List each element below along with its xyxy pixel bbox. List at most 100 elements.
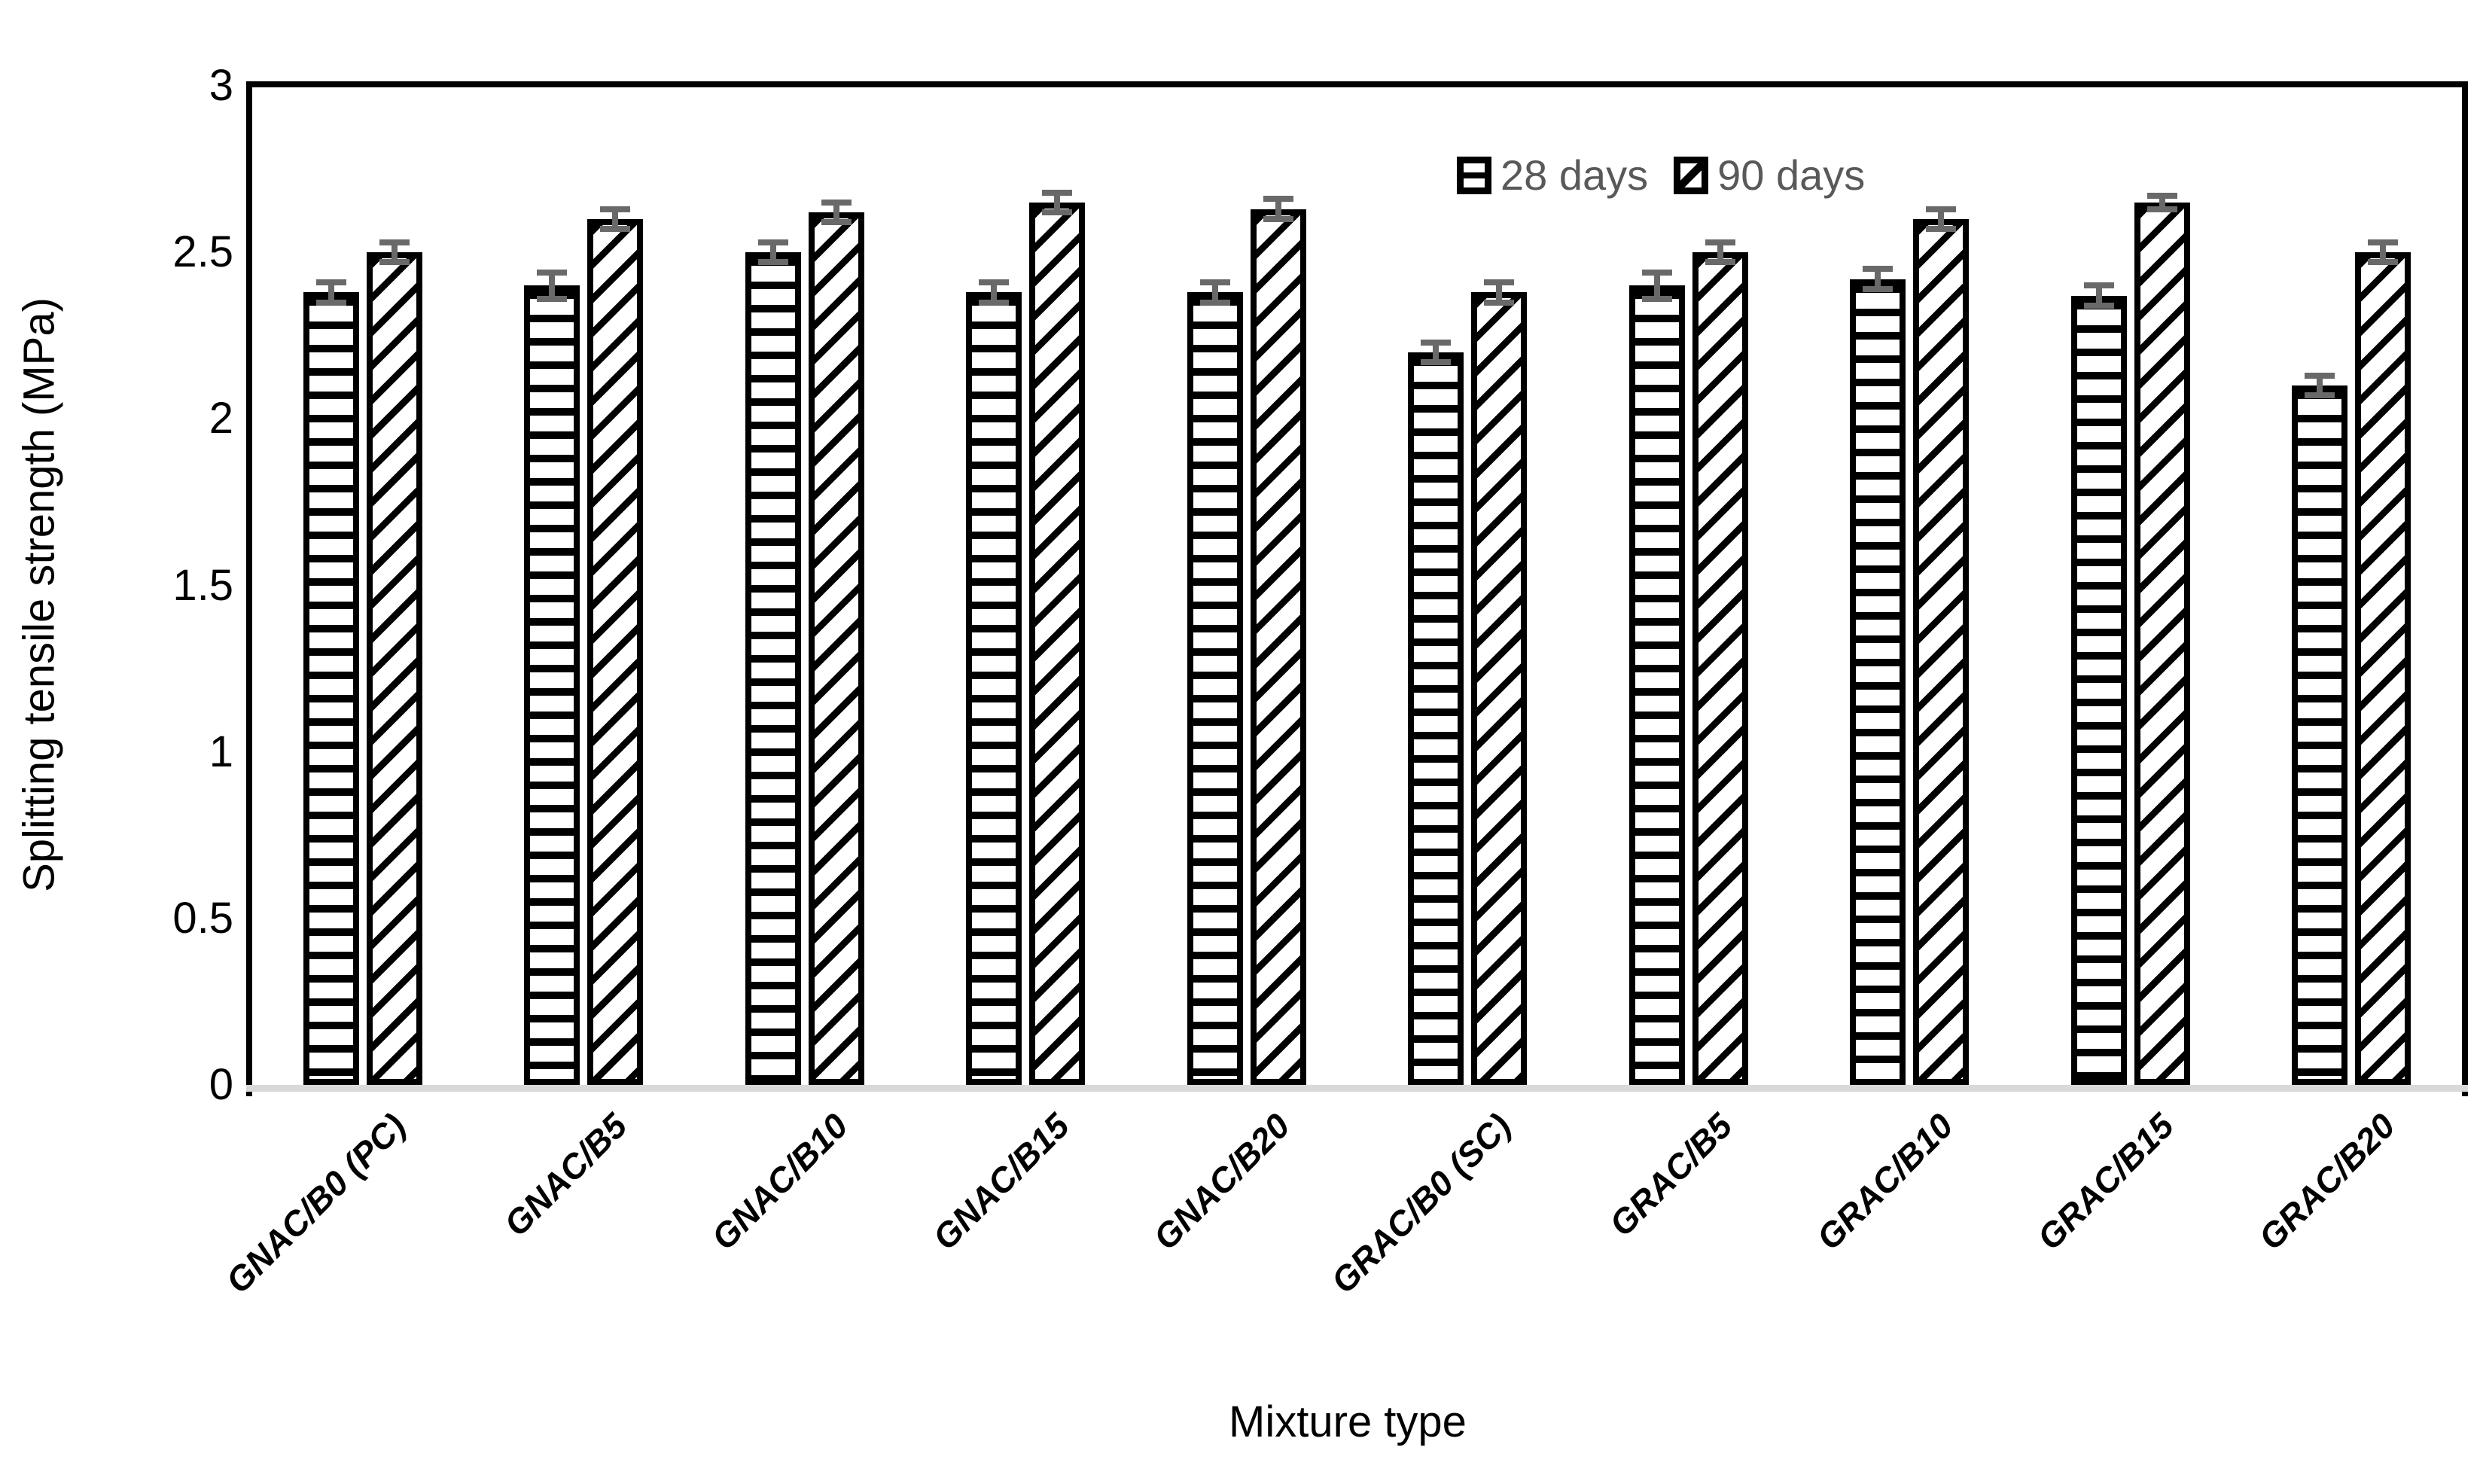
bar-28-days xyxy=(2292,385,2348,1085)
x-category-label: GRAC/B5 xyxy=(1601,1105,1740,1244)
error-bar-cap xyxy=(1042,189,1073,196)
x-category-label: GRAC/B0 (SC) xyxy=(1323,1105,1519,1301)
error-bar-cap xyxy=(1199,279,1230,285)
x-category-label: GNAC/B0 (PC) xyxy=(218,1105,414,1301)
y-tick-label: 2.5 xyxy=(172,227,233,277)
error-bar xyxy=(391,242,398,263)
bar-28-days xyxy=(1850,279,1906,1085)
bar-90-days xyxy=(1471,292,1528,1085)
legend-label: 90 days xyxy=(1717,151,1866,199)
x-category-label: GNAC/B15 xyxy=(925,1105,1077,1257)
bar-90-days xyxy=(1250,209,1306,1085)
error-bar-cap xyxy=(600,226,631,233)
error-bar xyxy=(2317,375,2323,396)
error-bar-cap xyxy=(979,299,1010,306)
error-bar-cap xyxy=(757,239,788,245)
y-tick-label: 1.5 xyxy=(172,560,233,610)
error-bar-cap xyxy=(1484,279,1515,285)
bar-90-days xyxy=(1692,252,1748,1085)
error-bar xyxy=(1054,192,1061,213)
y-tick-label: 0.5 xyxy=(172,893,233,943)
error-bar-cap xyxy=(2368,239,2399,245)
error-bar xyxy=(328,282,334,303)
bar-90-days xyxy=(2134,202,2190,1085)
bar-28-days xyxy=(524,285,580,1085)
bar-28-days xyxy=(745,252,801,1085)
error-bar xyxy=(549,272,556,300)
error-bar xyxy=(1717,242,1723,263)
error-bar-cap xyxy=(379,259,410,266)
bar-90-days xyxy=(366,252,422,1085)
error-bar xyxy=(833,202,839,223)
error-bar-cap xyxy=(1484,299,1515,306)
error-bar-cap xyxy=(537,269,568,276)
x-category-label: GRAC/B10 xyxy=(1808,1105,1961,1257)
error-bar-cap xyxy=(2083,302,2114,309)
error-bar-cap xyxy=(2368,259,2399,266)
y-tick-label: 3 xyxy=(209,61,233,110)
y-tick-label: 0 xyxy=(209,1060,233,1109)
plot-area-frame xyxy=(246,81,2468,1096)
bar-90-days xyxy=(2355,252,2411,1085)
x-axis-line xyxy=(246,1085,2468,1092)
bar-28-days xyxy=(1187,292,1243,1085)
error-bar xyxy=(1211,282,1218,303)
error-bar-cap xyxy=(315,279,346,285)
bar-28-days xyxy=(1628,285,1685,1085)
bar-28-days xyxy=(303,292,359,1085)
y-tick-label: 2 xyxy=(209,394,233,443)
bar-90-days xyxy=(1913,218,1970,1085)
error-bar-cap xyxy=(537,296,568,303)
error-bar-cap xyxy=(1863,266,1894,273)
bar-28-days xyxy=(1408,352,1464,1085)
error-bar-cap xyxy=(757,259,788,266)
bar-90-days xyxy=(587,218,644,1085)
error-bar-cap xyxy=(315,299,346,306)
error-bar-cap xyxy=(1705,239,1735,245)
error-bar-cap xyxy=(379,239,410,245)
error-bar xyxy=(769,242,776,263)
error-bar-cap xyxy=(1641,269,1672,276)
bar-28-days xyxy=(2070,295,2127,1085)
x-category-label: GRAC/B20 xyxy=(2250,1105,2402,1257)
legend-item-90-days: 90 days xyxy=(1674,151,1865,200)
x-category-label: GRAC/B15 xyxy=(2029,1105,2182,1257)
error-bar-cap xyxy=(2305,372,2335,379)
error-bar xyxy=(1938,209,1945,230)
error-bar xyxy=(2159,195,2165,209)
error-bar xyxy=(1875,269,1881,289)
error-bar-cap xyxy=(1926,226,1957,233)
error-bar-cap xyxy=(979,279,1010,285)
error-bar-cap xyxy=(821,199,852,206)
error-bar-cap xyxy=(1863,285,1894,292)
bar-28-days xyxy=(966,292,1022,1085)
error-bar-cap xyxy=(2146,206,2177,212)
error-bar xyxy=(1433,342,1440,363)
x-category-label: GNAC/B5 xyxy=(496,1105,635,1244)
error-bar xyxy=(2380,242,2387,263)
error-bar-cap xyxy=(2305,392,2335,399)
error-bar xyxy=(1275,199,1281,219)
error-bar-cap xyxy=(1263,215,1293,222)
error-bar-cap xyxy=(1641,296,1672,303)
error-bar-cap xyxy=(1263,196,1293,203)
error-bar-cap xyxy=(1042,209,1073,216)
error-bar xyxy=(991,282,998,303)
error-bar-cap xyxy=(1421,339,1452,346)
legend-item-28-days: 28 days xyxy=(1457,151,1648,200)
error-bar-cap xyxy=(600,206,631,212)
y-tick-label: 1 xyxy=(209,727,233,776)
error-bar-cap xyxy=(2146,192,2177,199)
error-bar-cap xyxy=(1705,259,1735,266)
x-category-label: GNAC/B10 xyxy=(703,1105,856,1257)
bar-90-days xyxy=(1029,202,1086,1085)
error-bar xyxy=(1653,272,1660,300)
horizontal-stripes-swatch-icon xyxy=(1457,156,1491,194)
error-bar-cap xyxy=(1199,299,1230,306)
error-bar-cap xyxy=(821,219,852,226)
bar-90-days xyxy=(808,212,864,1085)
diagonal-stripes-swatch-icon xyxy=(1674,156,1709,194)
error-bar-cap xyxy=(2083,282,2114,289)
error-bar-cap xyxy=(1926,206,1957,212)
